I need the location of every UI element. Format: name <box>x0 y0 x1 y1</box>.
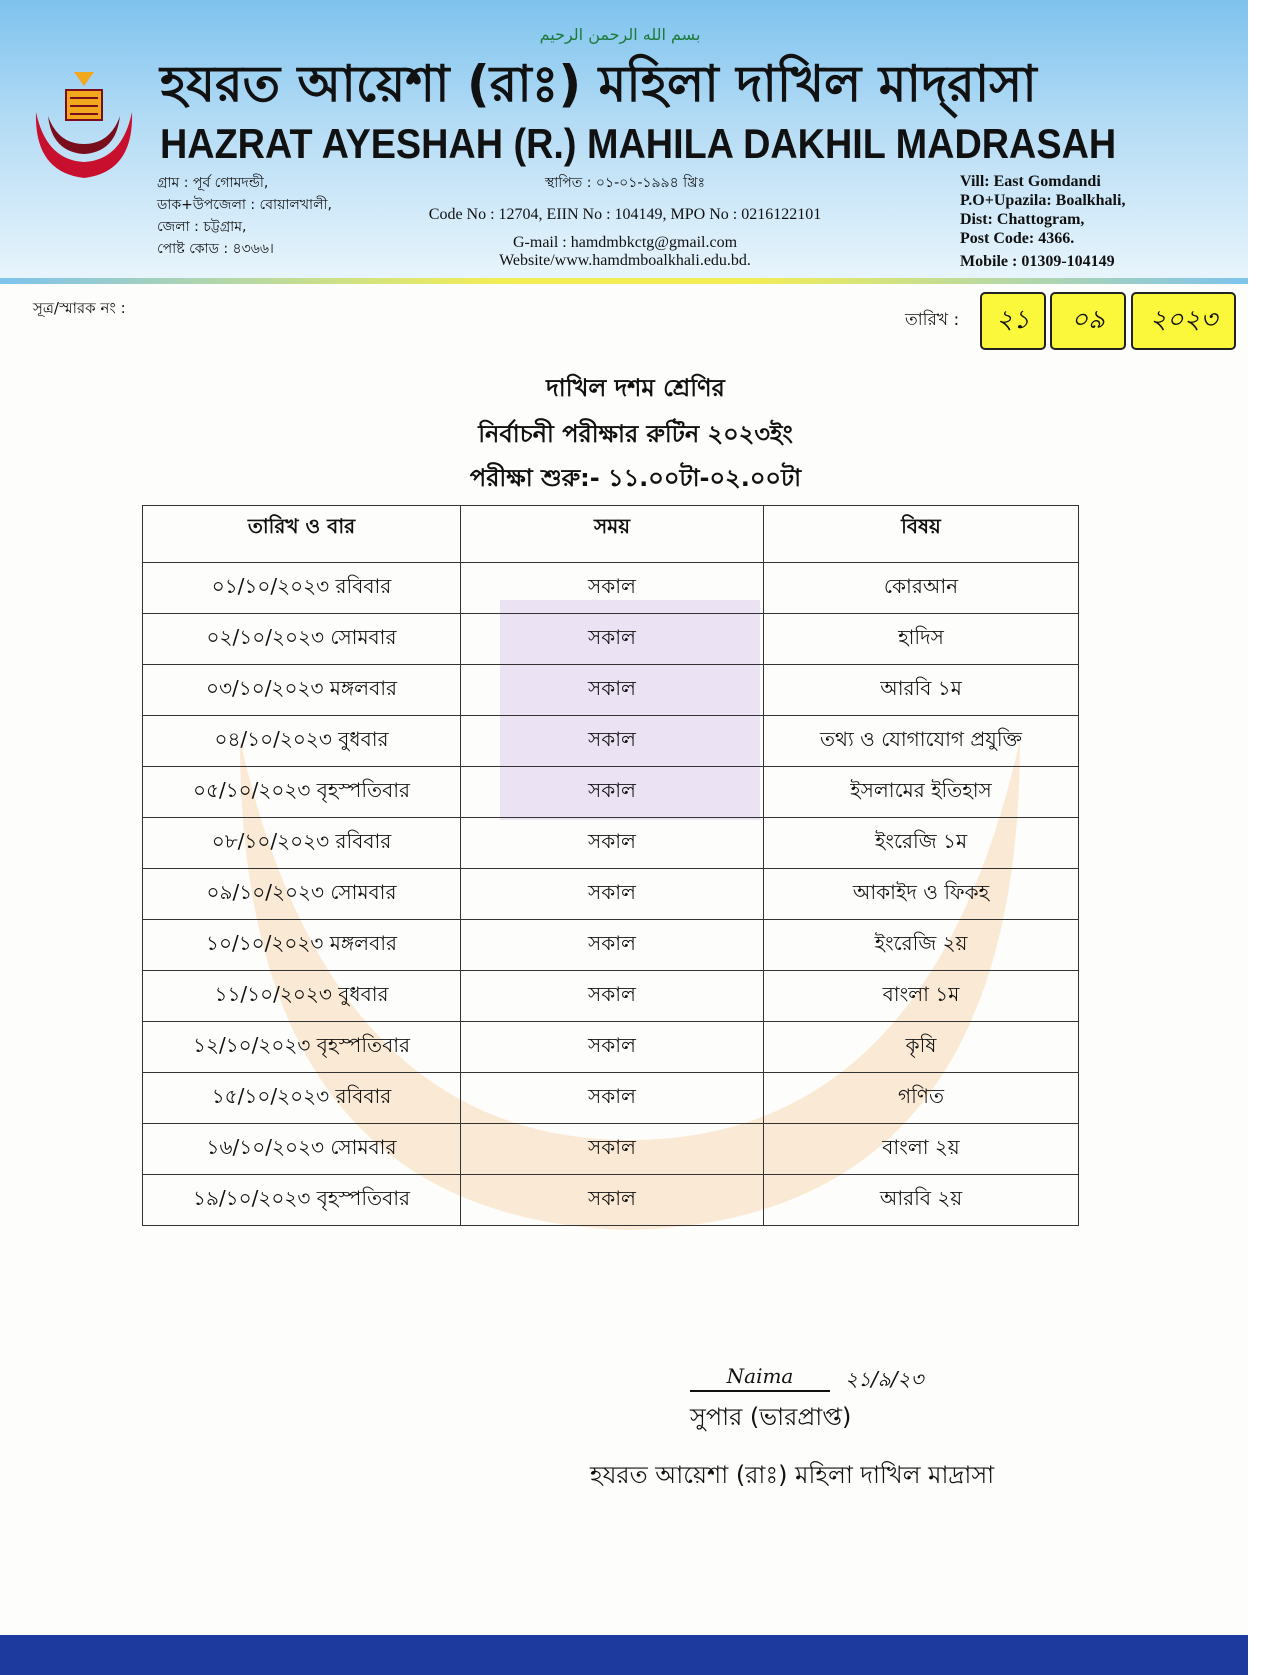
letterhead-band <box>0 0 1248 280</box>
date-cell: ০১/১০/২০২৩ রবিবার <box>142 562 461 614</box>
date-year: ২০২৩ <box>1131 292 1236 350</box>
exam-time-heading: পরীক্ষা শুরু:- ১১.০০টা-০২.০০টা <box>469 464 802 492</box>
letterhead-divider <box>0 278 1248 284</box>
table-header-row: তারিখ ও বার সময় বিষয় <box>142 505 1079 563</box>
table-row: ১২/১০/২০২৩ বৃহস্পতিবার সকাল কৃষি <box>142 1021 1079 1073</box>
table-row: ১০/১০/২০২৩ মঙ্গলবার সকাল ইংরেজি ২য় <box>142 919 1079 971</box>
date-cell: ১৯/১০/২০২৩ বৃহস্পতিবার <box>142 1174 461 1226</box>
time-cell: সকাল <box>460 868 764 920</box>
address-english: Vill: East Gomdandi P.O+Upazila: Boalkha… <box>960 172 1125 271</box>
address-bangla: গ্রাম : পূর্ব গোমদন্ডী, ডাক+উপজেলা : বোয… <box>157 172 332 260</box>
signature: Naima <box>690 1362 830 1392</box>
date-cell: ০৪/১০/২০২৩ বুধবার <box>142 715 461 767</box>
address-line: Dist: Chattogram, <box>960 211 1085 228</box>
address-line: Vill: East Gomdandi <box>960 173 1101 190</box>
address-line: Post Code: 4366. <box>960 230 1075 247</box>
date-label: তারিখ : <box>905 310 960 330</box>
subject-cell: গণিত <box>763 1072 1079 1124</box>
subject-cell: তথ্য ও যোগাযোগ প্রযুক্তি <box>763 715 1079 767</box>
bismillah-calligraphy: بسم الله الرحمن الرحيم <box>539 25 701 44</box>
institution-codes: Code No : 12704, EIIN No : 104149, MPO N… <box>428 206 822 223</box>
reference-number-label: সূত্র/স্মারক নং : <box>33 299 126 317</box>
time-cell: সকাল <box>460 1021 764 1073</box>
table-row: ১৫/১০/২০২৩ রবিবার সকাল গণিত <box>142 1072 1079 1124</box>
subject-cell: কৃষি <box>763 1021 1079 1073</box>
table-row: ০১/১০/২০২৩ রবিবার সকাল কোরআন <box>142 562 1079 614</box>
date-cell: ০২/১০/২০২৩ সোমবার <box>142 613 461 665</box>
institution-name-footer: হযরত আয়েশা (রাঃ) মহিলা দাখিল মাদ্রাসা <box>590 1461 995 1489</box>
date-cell: ০৯/১০/২০২৩ সোমবার <box>142 868 461 920</box>
exam-routine-table: তারিখ ও বার সময় বিষয় ০১/১০/২০২৩ রবিবার… <box>142 505 1079 1226</box>
subject-cell: ইংরেজি ২য় <box>763 919 1079 971</box>
subject-cell: আকাইদ ও ফিকহ <box>763 868 1079 920</box>
institution-info: স্থাপিত : ০১-০১-১৯৯৪ খ্রিঃ Code No : 127… <box>370 172 880 270</box>
time-cell: সকাল <box>460 919 764 971</box>
date-cell: ১৫/১০/২০২৩ রবিবার <box>142 1072 461 1124</box>
time-cell: সকাল <box>460 766 764 818</box>
subject-cell: বাংলা ২য় <box>763 1123 1079 1175</box>
table-row: ১৬/১০/২০২৩ সোমবার সকাল বাংলা ২য় <box>142 1123 1079 1175</box>
date-cell: ০৮/১০/২০২৩ রবিবার <box>142 817 461 869</box>
website: Website/www.hamdmboalkhali.edu.bd. <box>499 252 751 269</box>
scan-margin <box>1248 0 1271 1675</box>
class-heading: দাখিল দশম শ্রেণির <box>546 374 725 402</box>
time-cell: সকাল <box>460 1123 764 1175</box>
column-header-date: তারিখ ও বার <box>142 505 461 563</box>
time-cell: সকাল <box>460 715 764 767</box>
date-cell: ১১/১০/২০২৩ বুধবার <box>142 970 461 1022</box>
time-cell: সকাল <box>460 970 764 1022</box>
madrasah-logo <box>35 72 133 178</box>
address-line: গ্রাম : পূর্ব গোমদন্ডী, <box>157 175 269 191</box>
signatory-role: সুপার (ভারপ্রাপ্ত) <box>690 1403 852 1431</box>
column-header-subject: বিষয় <box>763 505 1079 563</box>
date-day: ২১ <box>980 292 1046 350</box>
table-row: ০৫/১০/২০২৩ বৃহস্পতিবার সকাল ইসলামের ইতিহাস <box>142 766 1079 818</box>
address-line: P.O+Upazila: Boalkhali, <box>960 192 1126 209</box>
table-row: ০৩/১০/২০২৩ মঙ্গলবার সকাল আরবি ১ম <box>142 664 1079 716</box>
subject-cell: আরবি ১ম <box>763 664 1079 716</box>
subject-cell: আরবি ২য় <box>763 1174 1079 1226</box>
date-month: ০৯ <box>1050 292 1126 350</box>
time-cell: সকাল <box>460 1174 764 1226</box>
table-row: ০২/১০/২০২৩ সোমবার সকাল হাদিস <box>142 613 1079 665</box>
address-line: পোষ্ট কোড : ৪৩৬৬। <box>157 241 274 257</box>
date-cell: ১০/১০/২০২৩ মঙ্গলবার <box>142 919 461 971</box>
subject-cell: হাদিস <box>763 613 1079 665</box>
date-cell: ১৬/১০/২০২৩ সোমবার <box>142 1123 461 1175</box>
signature-date: ২১/৯/২৩ <box>845 1367 924 1391</box>
table-row: ০৮/১০/২০২৩ রবিবার সকাল ইংরেজি ১ম <box>142 817 1079 869</box>
table-row: ১৯/১০/২০২৩ বৃহস্পতিবার সকাল আরবি ২য় <box>142 1174 1079 1226</box>
footer-bar <box>0 1635 1248 1675</box>
time-cell: সকাল <box>460 613 764 665</box>
subject-cell: ইংরেজি ১ম <box>763 817 1079 869</box>
time-cell: সকাল <box>460 1072 764 1124</box>
time-cell: সকাল <box>460 562 764 614</box>
madrasah-name-bangla: হযরত আয়েশা (রাঃ) মহিলা দাখিল মাদ্‌রাসা <box>160 55 1037 113</box>
madrasah-name-english: HAZRAT AYESHAH (R.) MAHILA DAKHIL MADRAS… <box>160 120 1117 167</box>
date-cell: ০৫/১০/২০২৩ বৃহস্পতিবার <box>142 766 461 818</box>
date-cell: ০৩/১০/২০২৩ মঙ্গলবার <box>142 664 461 716</box>
email: G-mail : hamdmbkctg@gmail.com <box>512 234 738 251</box>
mobile-number: Mobile : 01309-104149 <box>960 253 1115 270</box>
date-cell: ১২/১০/২০২৩ বৃহস্পতিবার <box>142 1021 461 1073</box>
subject-cell: বাংলা ১ম <box>763 970 1079 1022</box>
column-header-time: সময় <box>460 505 764 563</box>
address-line: জেলা : চট্টগ্রাম, <box>157 219 247 235</box>
subject-cell: ইসলামের ইতিহাস <box>763 766 1079 818</box>
table-row: ০৪/১০/২০২৩ বুধবার সকাল তথ্য ও যোগাযোগ প্রয… <box>142 715 1079 767</box>
subject-cell: কোরআন <box>763 562 1079 614</box>
address-line: ডাক+উপজেলা : বোয়ালখালী, <box>157 197 332 213</box>
established-date: স্থাপিত : ০১-০১-১৯৯৪ খ্রিঃ <box>544 175 706 191</box>
routine-heading: নির্বাচনী পরীক্ষার রুটিন ২০২৩ইং <box>478 420 793 448</box>
table-row: ০৯/১০/২০২৩ সোমবার সকাল আকাইদ ও ফিকহ <box>142 868 1079 920</box>
time-cell: সকাল <box>460 817 764 869</box>
table-row: ১১/১০/২০২৩ বুধবার সকাল বাংলা ১ম <box>142 970 1079 1022</box>
time-cell: সকাল <box>460 664 764 716</box>
